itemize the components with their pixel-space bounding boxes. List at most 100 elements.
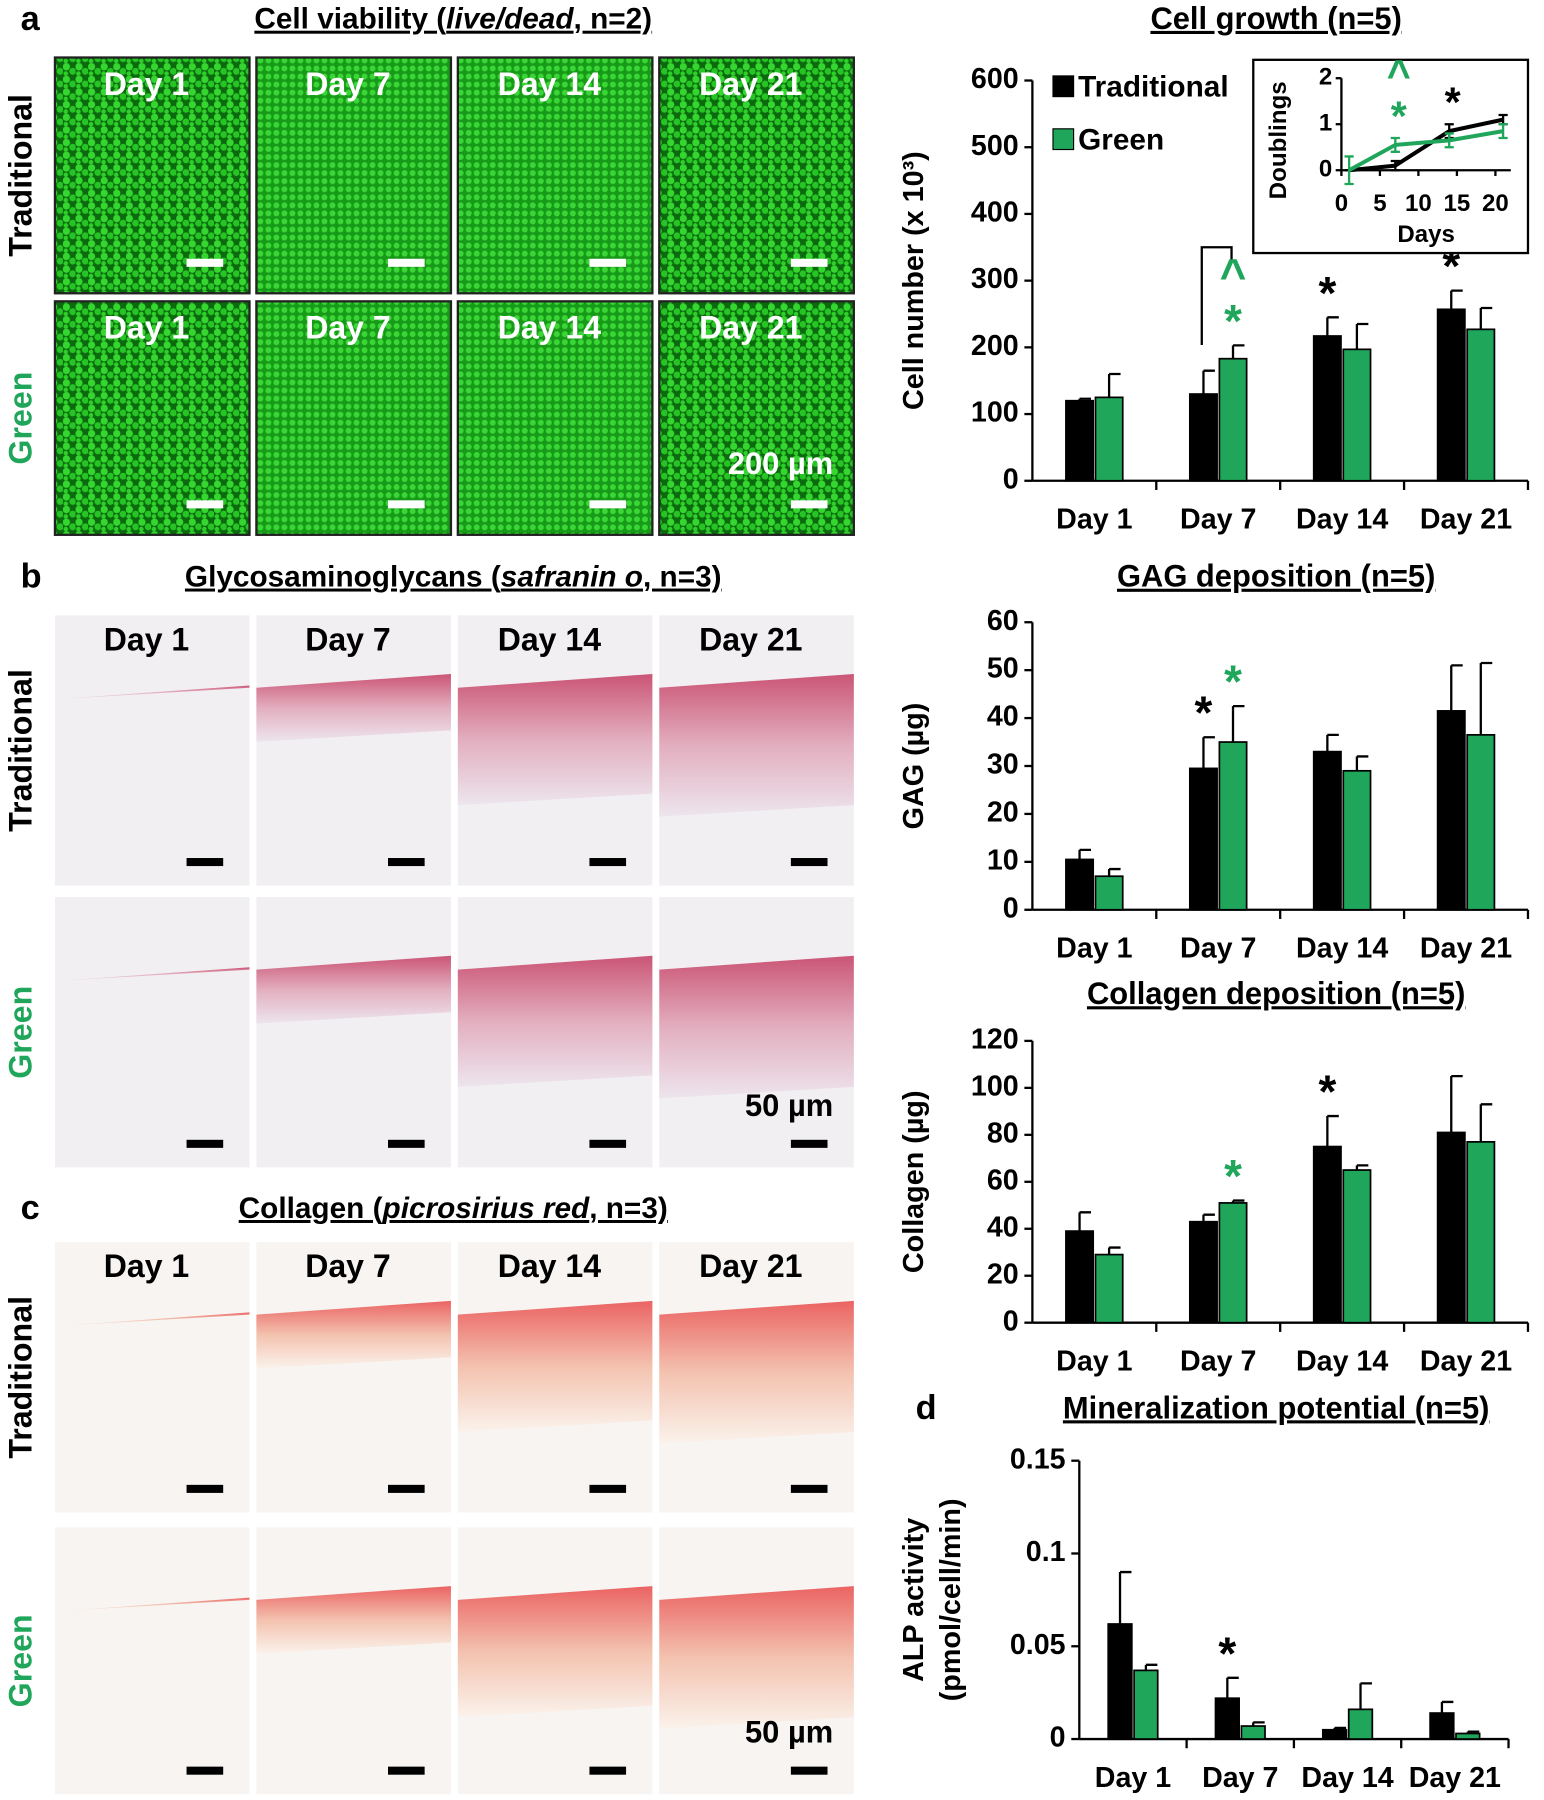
annotation: *: [1318, 1065, 1336, 1117]
x-tick-label: 20: [1482, 190, 1509, 217]
y-tick-label: 0: [1003, 1305, 1019, 1337]
panel-letter: c: [21, 1189, 40, 1227]
day-label: Day 14: [498, 66, 601, 102]
error-bar: [1202, 1213, 1215, 1222]
bar: [1466, 733, 1496, 911]
bar: [1342, 769, 1372, 911]
bar: [1218, 741, 1248, 911]
panel-letter: b: [21, 558, 42, 596]
scale-bar: [790, 1139, 828, 1148]
bar: [1188, 767, 1218, 911]
row-label: Green: [2, 1614, 38, 1707]
bar: [1342, 1169, 1372, 1324]
y-tick-label: 0: [1003, 892, 1019, 924]
bar: [1347, 1708, 1374, 1740]
error-bar: [1078, 1211, 1092, 1232]
bar: [1312, 1145, 1342, 1324]
micrograph: [54, 615, 250, 886]
tissue: [256, 1586, 451, 1654]
bar: [1065, 1230, 1095, 1324]
bar: [1218, 1202, 1248, 1324]
x-tick-label: Day 14: [1296, 1345, 1388, 1377]
row-label: Green: [2, 986, 38, 1079]
error-bar: [1252, 1721, 1265, 1727]
x-tick-label: 10: [1405, 190, 1432, 217]
y-tick-label: 0: [1050, 1722, 1066, 1754]
error-bar: [1466, 1730, 1480, 1734]
day-label: Day 21: [699, 621, 802, 657]
row-label: Green: [2, 372, 38, 465]
chart-title: Mineralization potential (n=5): [1063, 1390, 1490, 1425]
annotation: *: [1224, 655, 1242, 707]
annotation: *: [1445, 80, 1462, 126]
scale-bar: [186, 1484, 224, 1493]
x-tick-label: Day 21: [1409, 1762, 1501, 1794]
title-part: picrosirius red: [382, 1192, 590, 1225]
error-bar: [1390, 159, 1400, 172]
micrograph: [53, 56, 251, 295]
micrograph: [256, 897, 451, 1168]
row-label: Traditional: [2, 669, 38, 832]
y-tick-label: 30: [987, 749, 1019, 781]
micrograph: [658, 300, 855, 536]
legend-label: Traditional: [1078, 70, 1228, 103]
legend-swatch: [1052, 75, 1075, 98]
scale-bar: [790, 1766, 828, 1775]
error-bar: [1444, 132, 1454, 149]
y-tick-label: 2: [1319, 64, 1332, 91]
chart-title: Collagen deposition (n=5): [1087, 976, 1465, 1011]
error-bar: [1479, 306, 1493, 330]
y-tick-label: 600: [971, 63, 1019, 95]
scale-bar: [589, 1484, 627, 1493]
annotation: *: [1218, 1627, 1236, 1679]
y-axis-label: (pmol/cell/min): [935, 1498, 967, 1701]
error-bar: [1479, 1103, 1493, 1142]
tissue: [457, 673, 653, 806]
tissue: [659, 1586, 854, 1729]
scale-label: 200 µm: [728, 446, 833, 481]
y-tick-label: 400: [971, 196, 1019, 228]
annotation: ^: [1220, 249, 1247, 301]
error-bar: [1144, 1663, 1158, 1671]
error-bar: [1450, 664, 1463, 711]
scale-bar: [388, 1484, 425, 1493]
error-bar: [1231, 704, 1245, 743]
day-label: Day 1: [104, 1248, 189, 1284]
y-tick-label: 300: [971, 263, 1019, 295]
x-tick-label: Day 1: [1056, 504, 1132, 536]
tissue: [256, 955, 451, 1024]
y-tick-label: 40: [987, 701, 1019, 733]
y-tick-label: 40: [987, 1211, 1019, 1243]
micrograph: [256, 1242, 451, 1513]
y-tick-label: 1: [1319, 110, 1332, 137]
scale-bar: [186, 258, 224, 267]
bar: [1342, 348, 1372, 482]
error-bar: [1333, 1726, 1347, 1730]
annotation: *: [1391, 93, 1408, 139]
day-label: Day 1: [104, 66, 189, 102]
error-bar: [1344, 155, 1354, 186]
title-part: , n=2): [574, 3, 653, 36]
bar: [1188, 1220, 1218, 1324]
bar: [1094, 396, 1124, 482]
bar: [1312, 335, 1342, 482]
micrograph: [54, 1527, 250, 1795]
bar: [1436, 1131, 1466, 1324]
error-bar: [1355, 1164, 1369, 1171]
error-bar: [1326, 1114, 1339, 1147]
y-tick-label: 20: [987, 796, 1019, 828]
day-label: Day 21: [699, 1248, 802, 1284]
error-bar: [1450, 1074, 1463, 1133]
error-bar: [1107, 867, 1121, 877]
error-bar: [1078, 397, 1092, 401]
y-tick-label: 0: [1003, 463, 1019, 495]
annotation: *: [1195, 687, 1213, 739]
bar: [1107, 1623, 1133, 1740]
micrograph: [658, 56, 855, 295]
x-tick-label: Day 7: [1202, 1762, 1278, 1794]
bar: [1065, 858, 1095, 911]
title-part: Cell viability (: [254, 3, 446, 36]
annotation: *: [1224, 1150, 1242, 1202]
error-bar: [1202, 736, 1215, 769]
day-label: Day 7: [305, 1248, 390, 1284]
